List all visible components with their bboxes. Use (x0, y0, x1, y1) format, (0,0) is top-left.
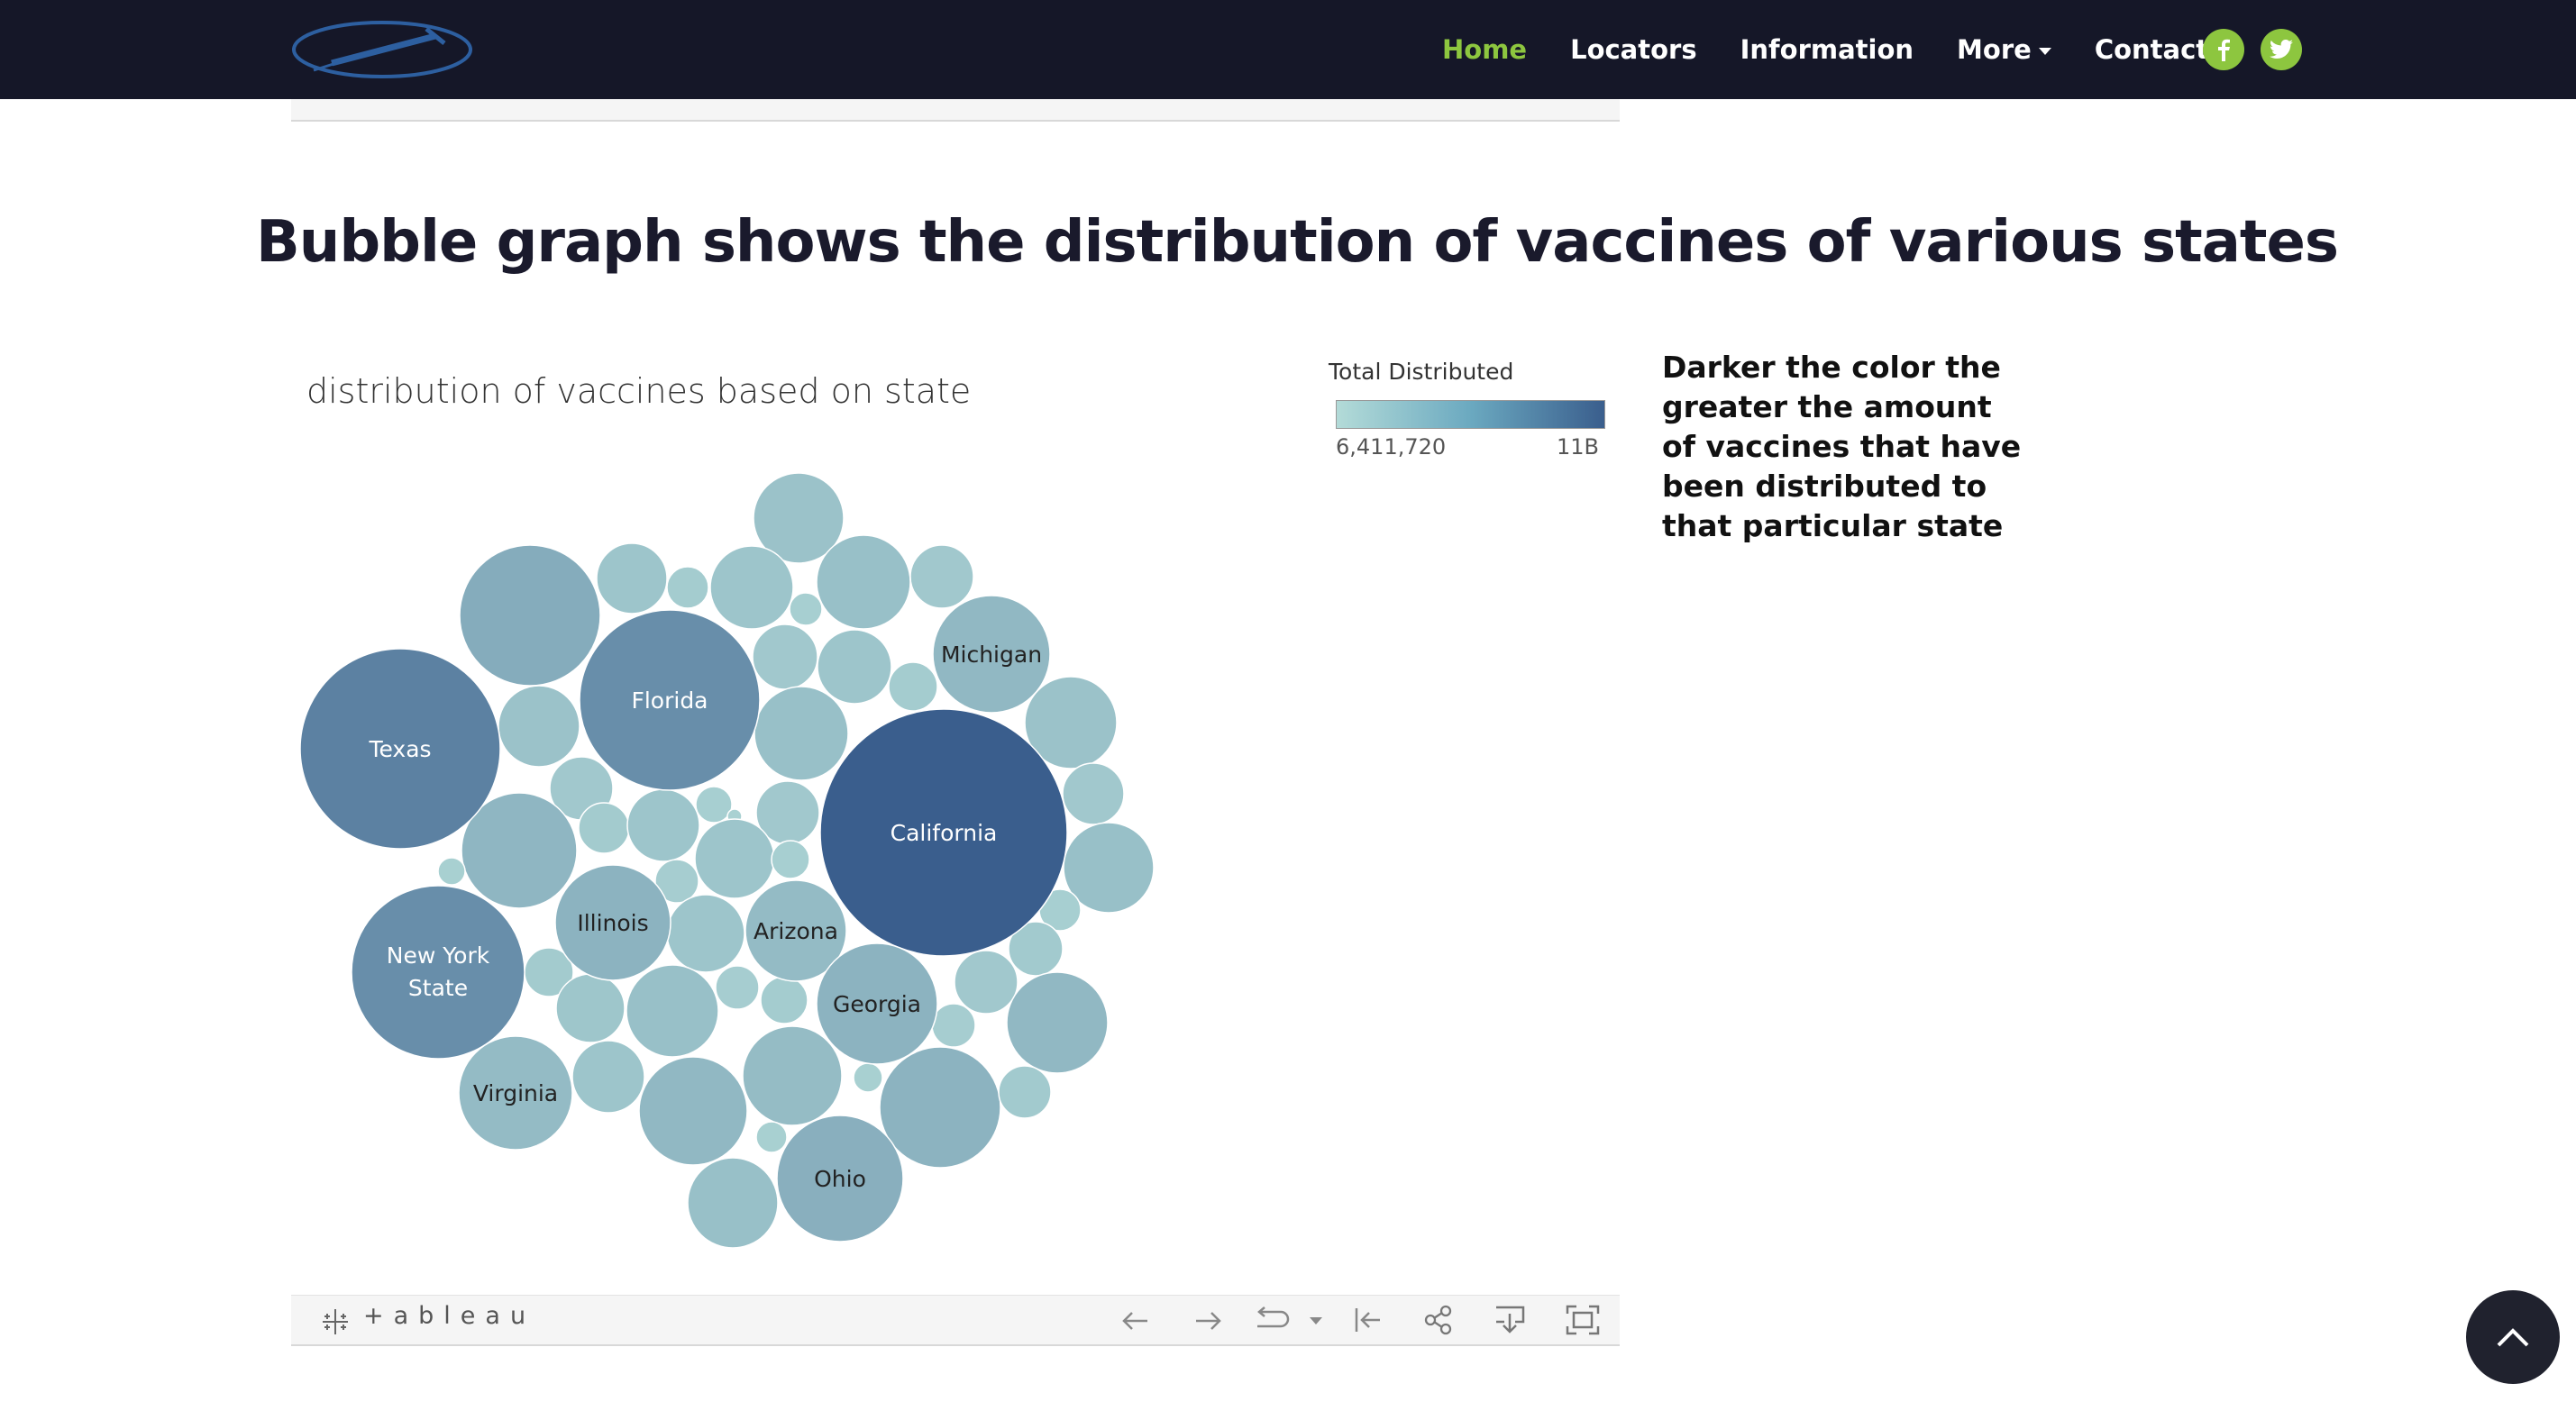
state-bubble[interactable] (666, 894, 745, 973)
bubble-label: California (891, 820, 998, 846)
revert-icon[interactable] (1252, 1306, 1295, 1334)
state-bubble[interactable] (687, 1157, 779, 1249)
state-bubble[interactable] (596, 542, 668, 614)
bubbles: California Texas Florida New York State Michi… (299, 472, 1155, 1249)
state-bubble[interactable] (626, 964, 719, 1058)
nav-links: Home Locators Information More Contact (1442, 0, 2252, 99)
state-bubble-illinois[interactable] (554, 864, 671, 981)
state-bubble[interactable] (755, 1121, 788, 1153)
state-bubble[interactable] (853, 1062, 883, 1093)
revert-dropdown-icon[interactable] (1308, 1315, 1324, 1326)
state-bubble[interactable] (1062, 762, 1125, 825)
chevron-up-icon (2497, 1328, 2529, 1347)
legend-max-label: 11B (1557, 434, 1600, 460)
state-bubble[interactable] (771, 840, 810, 879)
reset-icon[interactable] (1353, 1306, 1384, 1334)
bubble-label: Virginia (473, 1080, 558, 1106)
viz-title: distribution of vaccines based on state (306, 371, 972, 411)
state-bubble[interactable] (879, 1046, 1001, 1169)
nav-more-dropdown[interactable]: More (1957, 34, 2051, 65)
state-bubble[interactable] (1008, 921, 1064, 977)
color-explanation-note: Darker the color the greater the amount … (1662, 350, 2022, 543)
bubble-label: Michigan (941, 642, 1042, 668)
state-bubble[interactable] (1006, 971, 1109, 1074)
bubble-label: Texas (368, 736, 431, 762)
state-bubble[interactable] (555, 973, 626, 1043)
redo-icon[interactable] (1192, 1308, 1223, 1334)
state-bubble-california[interactable] (819, 708, 1068, 957)
state-bubble[interactable] (753, 472, 845, 564)
state-bubble[interactable] (459, 544, 601, 687)
back-to-top-button[interactable] (2466, 1290, 2560, 1384)
state-bubble[interactable] (654, 859, 699, 904)
state-bubble[interactable] (998, 1065, 1052, 1119)
state-bubble[interactable] (754, 686, 849, 781)
state-bubble[interactable] (709, 545, 794, 630)
state-bubble[interactable] (695, 786, 733, 824)
tableau-plus-icon (323, 1309, 348, 1334)
caret-down-icon (2038, 48, 2051, 55)
facebook-icon[interactable] (2203, 29, 2244, 70)
state-bubble[interactable] (498, 685, 580, 768)
nav-contact[interactable]: Contact (2094, 34, 2209, 65)
navbar: Home Locators Information More Contact (0, 0, 2576, 99)
nav-information[interactable]: Information (1740, 34, 1914, 65)
state-bubble[interactable] (666, 566, 709, 609)
bubble-label: Arizona (754, 918, 838, 944)
bubble-label: Ohio (814, 1166, 866, 1192)
legend-color-ramp (1336, 400, 1605, 429)
state-bubble-new-york-state[interactable] (351, 885, 525, 1060)
state-bubble-ohio[interactable] (776, 1115, 904, 1242)
state-bubble[interactable] (571, 1040, 645, 1114)
state-bubble[interactable] (760, 976, 808, 1024)
legend-min-label: 6,411,720 (1336, 434, 1447, 460)
state-bubble[interactable] (789, 592, 823, 626)
syringe-logo-icon[interactable] (291, 20, 473, 79)
page-title: Bubble graph shows the distribution of v… (256, 209, 2339, 276)
tableau-toolbar-bottom: +ableau (291, 1295, 1620, 1346)
legend-title: Total Distributed (1329, 359, 1514, 385)
state-bubble[interactable] (1063, 822, 1155, 914)
state-bubble-texas[interactable] (299, 648, 501, 850)
state-bubble[interactable] (931, 1003, 976, 1048)
state-bubble[interactable] (638, 1056, 748, 1166)
state-bubble[interactable] (694, 818, 775, 899)
fullscreen-icon[interactable] (1566, 1305, 1600, 1335)
state-bubble[interactable] (1024, 676, 1118, 769)
state-bubble-florida[interactable] (579, 609, 761, 791)
state-bubble[interactable] (817, 629, 892, 705)
state-bubble-arizona[interactable] (744, 879, 847, 982)
state-bubble-georgia[interactable] (816, 942, 938, 1065)
bubble-label: Illinois (577, 910, 648, 936)
state-bubble-michigan[interactable] (932, 595, 1051, 714)
twitter-icon[interactable] (2261, 29, 2302, 70)
share-icon[interactable] (1423, 1305, 1454, 1335)
state-bubble-virginia[interactable] (458, 1035, 573, 1151)
nav-more-label: More (1957, 34, 2032, 65)
state-bubble[interactable] (816, 534, 911, 630)
tableau-logo: +ableau (363, 1302, 536, 1330)
state-bubble[interactable] (888, 661, 938, 712)
state-bubble[interactable] (742, 1025, 843, 1126)
state-bubble[interactable] (954, 950, 1019, 1015)
bubble-label: New York State (387, 942, 490, 1001)
state-bubble[interactable] (715, 965, 760, 1010)
nav-home[interactable]: Home (1442, 34, 1528, 65)
nav-locators[interactable]: Locators (1570, 34, 1697, 65)
state-bubble[interactable] (461, 792, 578, 909)
bubble-label: Georgia (833, 991, 921, 1017)
state-bubble[interactable] (578, 802, 630, 854)
state-bubble[interactable] (626, 788, 700, 862)
undo-icon[interactable] (1120, 1308, 1151, 1334)
state-bubble[interactable] (752, 624, 818, 690)
state-bubble[interactable] (909, 544, 974, 609)
download-icon[interactable] (1494, 1305, 1526, 1335)
bubble-label: Florida (631, 687, 708, 714)
state-bubble[interactable] (437, 857, 466, 886)
